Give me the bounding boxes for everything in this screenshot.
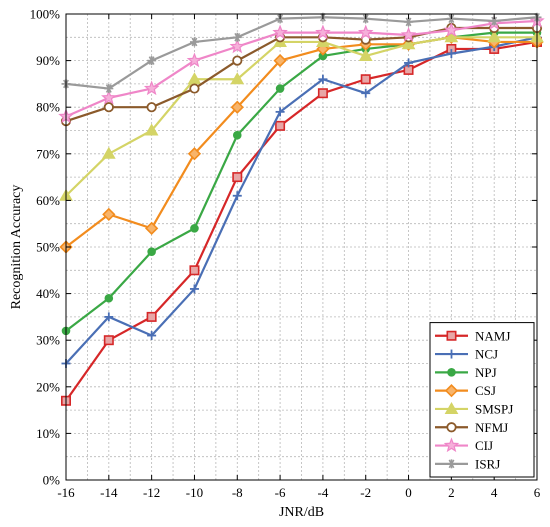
tick-labels: -16 -14 -12 -10 -8 -6 -4 -2 0 2 4 60%10%20%30%40%50… <box>30 7 541 501</box>
y-axis-title: Recognition Accuracy <box>9 185 24 310</box>
data-point-smspj <box>101 146 116 159</box>
legend-marker-cij <box>443 437 460 453</box>
data-point-csj <box>230 100 244 114</box>
y-tick-label: 70% <box>36 146 60 161</box>
x-tick-label: -8 <box>232 485 243 500</box>
series-line-ncj <box>65 36 538 365</box>
data-point-ncj <box>404 58 414 68</box>
data-point-smspj <box>444 30 459 43</box>
y-tick-label: 40% <box>36 286 60 301</box>
data-point-nfmj <box>103 102 114 113</box>
data-point-nfmj <box>232 55 243 66</box>
data-point-namj <box>146 311 157 322</box>
data-point-namj <box>275 120 286 131</box>
legend-label-smspj: SMSPJ <box>475 401 513 416</box>
data-point-ncj <box>275 107 285 117</box>
data-point-ncj <box>232 191 242 201</box>
x-tick-label: -4 <box>317 485 328 500</box>
x-tick-label: -14 <box>100 485 118 500</box>
legend-marker-csj <box>444 384 459 398</box>
data-point-cij <box>357 24 374 40</box>
legend-marker-ncj <box>447 349 456 359</box>
data-point-namj <box>360 74 371 85</box>
legend-label-ncj: NCJ <box>475 347 498 362</box>
y-tick-label: 100% <box>30 7 61 22</box>
y-tick-label: 90% <box>36 53 60 68</box>
data-point-npj <box>190 224 199 233</box>
y-tick-label: 20% <box>36 379 60 394</box>
data-point-cij <box>272 24 288 40</box>
data-point-smspj <box>230 72 245 85</box>
data-point-cij <box>229 38 246 54</box>
data-point-cij <box>143 80 160 96</box>
data-point-npj <box>147 247 156 256</box>
y-tick-label: 50% <box>36 240 60 255</box>
legend-marker-isrj <box>447 459 456 469</box>
data-point-cij <box>400 26 417 42</box>
data-point-csj <box>273 53 287 68</box>
legend-label-csj: CSJ <box>475 383 496 398</box>
legend: NAMJ NCJ NPJ CSJ SMSPJ NFMJ CIJ ISRJ <box>429 322 535 478</box>
data-point-ncj <box>446 49 456 59</box>
data-point-namj <box>232 172 243 183</box>
legend-marker-nfmj <box>446 422 457 433</box>
data-point-csj <box>145 221 159 235</box>
data-point-namj <box>317 88 328 99</box>
data-point-isrj <box>189 37 199 47</box>
legend-label-namj: NAMJ <box>475 328 510 343</box>
data-point-cij <box>315 24 331 40</box>
legend-label-cij: CIJ <box>475 438 493 453</box>
data-point-npj <box>275 84 285 93</box>
data-point-ncj <box>189 284 199 294</box>
x-tick-label: -10 <box>186 485 203 500</box>
data-point-isrj <box>232 32 242 42</box>
x-tick-label: 0 <box>405 485 412 500</box>
data-point-ncj <box>147 331 157 341</box>
series-line-namj <box>65 40 538 402</box>
data-point-cij <box>101 89 117 105</box>
x-tick-label: 4 <box>491 485 498 500</box>
y-tick-label: 0% <box>43 473 61 488</box>
x-axis-title: JNR/dB <box>279 505 324 520</box>
data-point-cij <box>186 52 203 68</box>
y-tick-label: 80% <box>36 100 60 115</box>
x-tick-label: -2 <box>360 485 371 500</box>
data-point-ncj <box>361 88 371 98</box>
data-point-ncj <box>318 74 328 84</box>
data-point-smspj <box>401 37 416 50</box>
data-point-nfmj <box>189 83 200 94</box>
data-point-nfmj <box>146 102 157 113</box>
data-point-csj <box>187 147 202 161</box>
series-line-smspj <box>65 36 537 197</box>
y-tick-label: 10% <box>36 426 60 441</box>
x-tick-label: -6 <box>275 485 286 500</box>
legend-label-nfmj: NFMJ <box>475 420 508 435</box>
data-point-isrj <box>147 56 157 66</box>
data-point-smspj <box>144 123 159 136</box>
x-tick-label: 2 <box>448 485 455 500</box>
data-point-smspj <box>358 48 373 61</box>
data-point-isrj <box>104 84 114 94</box>
y-tick-label: 30% <box>36 333 60 348</box>
legend-label-isrj: ISRJ <box>475 456 500 471</box>
series-line-isrj <box>65 16 538 90</box>
x-tick-label: -16 <box>57 485 75 500</box>
data-point-npj <box>104 293 114 303</box>
y-tick-label: 60% <box>36 193 60 208</box>
legend-label-npj: NPJ <box>475 365 497 380</box>
data-point-ncj <box>104 312 114 322</box>
legend-marker-smspj <box>444 401 459 414</box>
data-point-namj <box>103 335 114 346</box>
data-point-cij <box>443 22 460 37</box>
data-point-npj <box>232 130 242 140</box>
data-point-smspj <box>487 30 502 43</box>
data-point-namj <box>189 265 200 276</box>
data-point-csj <box>102 207 116 222</box>
x-tick-label: -12 <box>143 485 160 500</box>
legend-marker-npj <box>447 368 456 377</box>
x-tick-label: 6 <box>534 485 541 500</box>
series-line-cij <box>65 19 538 118</box>
legend-marker-namj <box>446 330 457 341</box>
